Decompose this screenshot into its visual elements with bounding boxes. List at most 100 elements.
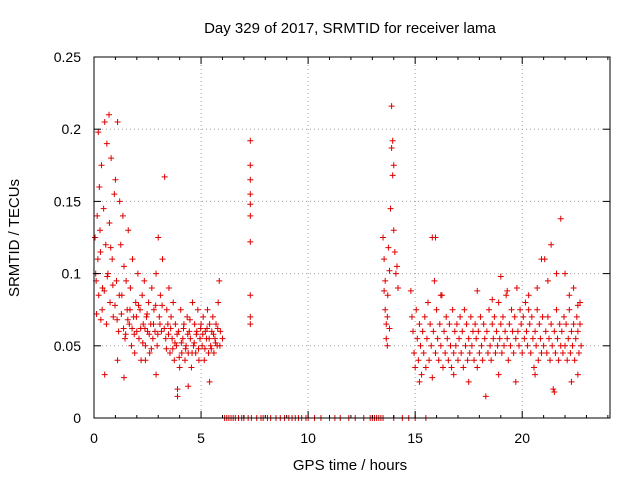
data-point: [193, 331, 200, 338]
data-point: [507, 342, 514, 349]
data-point: [119, 212, 126, 219]
data-point: [433, 306, 440, 313]
data-point: [162, 335, 169, 342]
data-point: [511, 313, 518, 320]
data-point: [555, 357, 562, 364]
data-point: [215, 299, 222, 306]
data-point: [418, 371, 425, 378]
data-point: [186, 316, 193, 323]
data-point: [492, 350, 499, 357]
data-point: [454, 357, 461, 364]
data-point: [133, 313, 140, 320]
data-point: [443, 313, 450, 320]
data-point: [444, 335, 451, 342]
data-point: [495, 299, 502, 306]
data-point: [545, 335, 552, 342]
data-point: [154, 342, 161, 349]
data-point: [497, 273, 504, 280]
data-point: [432, 234, 439, 241]
data-point: [141, 325, 148, 332]
data-point: [477, 313, 484, 320]
data-point: [568, 328, 575, 335]
data-point: [569, 342, 576, 349]
data-point: [559, 350, 566, 357]
data-point: [184, 313, 191, 320]
data-point: [388, 103, 395, 110]
data-point: [111, 191, 118, 198]
data-point: [152, 302, 159, 309]
data-point: [495, 371, 502, 378]
data-point: [179, 335, 186, 342]
data-point: [155, 234, 162, 241]
data-point: [212, 339, 219, 346]
data-point: [195, 357, 202, 364]
data-point: [450, 371, 457, 378]
data-point: [209, 313, 216, 320]
data-point: [487, 342, 494, 349]
data-point: [148, 285, 155, 292]
data-point: [574, 328, 581, 335]
data-point: [154, 331, 161, 338]
data-point: [510, 350, 517, 357]
y-tick-label: 0: [73, 410, 81, 426]
data-point: [141, 277, 148, 284]
data-point: [491, 313, 498, 320]
data-point: [97, 248, 104, 255]
data-point: [208, 345, 215, 352]
data-point: [150, 306, 157, 313]
data-point: [189, 350, 196, 357]
data-point: [434, 335, 441, 342]
data-point: [426, 357, 433, 364]
data-point: [453, 321, 460, 328]
data-point: [101, 371, 108, 378]
data-point: [103, 140, 110, 147]
data-point: [139, 339, 146, 346]
data-point: [450, 350, 457, 357]
data-point: [139, 292, 146, 299]
data-point: [552, 350, 559, 357]
data-point: [505, 357, 512, 364]
data-point: [94, 212, 101, 219]
data-point: [381, 287, 388, 294]
data-point: [96, 227, 103, 234]
data-point: [512, 378, 519, 385]
data-point: [571, 357, 578, 364]
data-point: [459, 328, 466, 335]
data-point: [411, 350, 418, 357]
data-point: [247, 321, 254, 328]
data-point: [210, 331, 217, 338]
data-point: [150, 321, 157, 328]
data-point: [118, 311, 125, 318]
data-point: [94, 256, 101, 263]
data-point: [538, 256, 545, 263]
data-point: [503, 292, 510, 299]
data-point: [114, 118, 121, 125]
data-point: [435, 357, 442, 364]
data-point: [472, 321, 479, 328]
data-point: [199, 331, 206, 338]
data-point: [206, 335, 213, 342]
data-point: [159, 256, 166, 263]
data-point: [408, 313, 415, 320]
data-point: [161, 325, 168, 332]
data-point: [553, 306, 560, 313]
data-point: [449, 306, 456, 313]
data-point: [187, 335, 194, 342]
data-point: [156, 321, 163, 328]
data-point: [479, 357, 486, 364]
data-point: [382, 277, 389, 284]
data-point: [430, 328, 437, 335]
data-point: [143, 313, 150, 320]
data-point: [417, 342, 424, 349]
y-tick-label: 0.05: [54, 338, 81, 354]
data-point: [116, 292, 123, 299]
data-point: [490, 335, 497, 342]
data-point: [572, 335, 579, 342]
data-point: [548, 321, 555, 328]
data-point: [469, 328, 476, 335]
data-point: [520, 313, 527, 320]
data-point: [185, 383, 192, 390]
data-point: [127, 285, 134, 292]
data-point: [120, 374, 127, 381]
data-point: [194, 306, 201, 313]
